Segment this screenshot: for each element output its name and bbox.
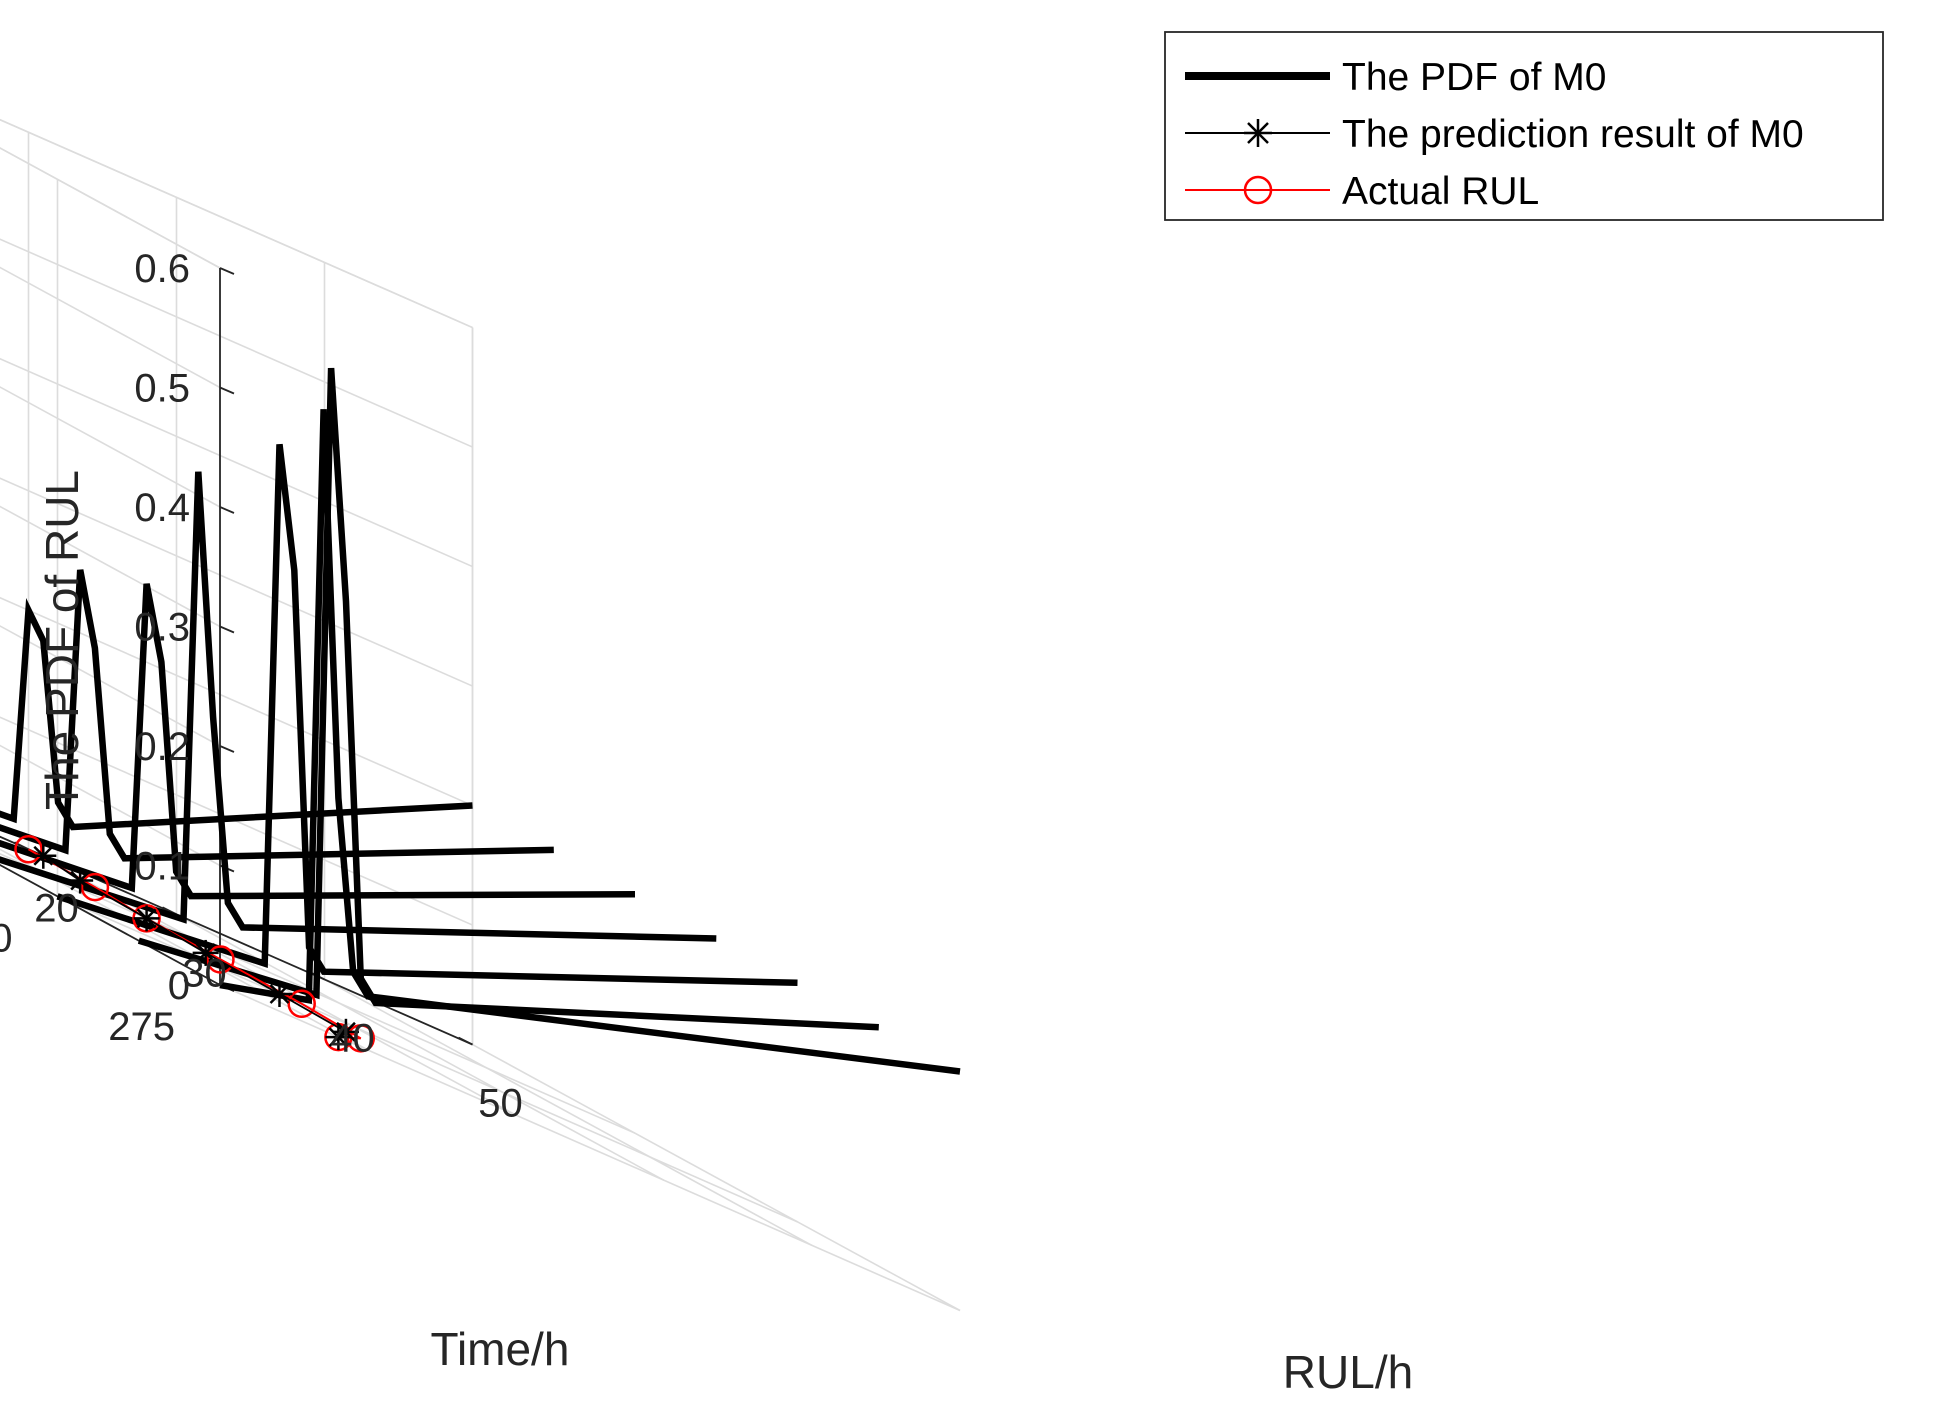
floor-gridline bbox=[324, 978, 813, 1247]
actual-rul-line bbox=[28, 848, 362, 1040]
z-tick-label: 0.1 bbox=[134, 845, 190, 889]
x-tick-label: 30 bbox=[182, 951, 227, 995]
z-tick-label: 0.4 bbox=[134, 486, 190, 530]
z-tick-mark bbox=[219, 506, 235, 514]
box-edge bbox=[0, 118, 473, 329]
y-tick-label: 270 bbox=[0, 916, 13, 960]
floor-gridline bbox=[0, 853, 636, 1134]
pdf-curve-line bbox=[0, 471, 717, 942]
x-axis-line bbox=[0, 835, 473, 1046]
tick-layer: 00.10.20.30.40.50.6260265270275010203040… bbox=[0, 247, 523, 1126]
box-edge bbox=[0, 147, 221, 269]
z-tick-label: 0.6 bbox=[134, 247, 190, 291]
actual-rul-point bbox=[14, 835, 43, 864]
pdf-curve-line bbox=[0, 583, 636, 900]
legend-label-actual: Actual RUL bbox=[1342, 170, 1539, 213]
floor-gridline bbox=[219, 984, 961, 1312]
y-axis-label: Time/h bbox=[431, 1323, 570, 1375]
prediction-point bbox=[332, 1018, 359, 1045]
actual-rul-point bbox=[80, 872, 110, 902]
legend-label-prediction: The prediction result of M0 bbox=[1342, 113, 1804, 156]
actual-rul-point bbox=[287, 989, 316, 1019]
z-tick-mark bbox=[219, 625, 235, 634]
actual-rul-point bbox=[206, 945, 235, 974]
x-tick-mark bbox=[458, 1036, 473, 1046]
pdf-curve-line bbox=[0, 597, 473, 831]
legend-asterisk-marker bbox=[1244, 119, 1272, 147]
legend-box bbox=[1164, 31, 1884, 221]
prediction-point bbox=[266, 981, 293, 1007]
side-wall-gridline bbox=[0, 266, 221, 389]
marker-layer bbox=[14, 835, 375, 1053]
series-layer bbox=[0, 367, 961, 1075]
axis-layer bbox=[0, 267, 473, 1046]
legend-label-pdf: The PDF of M0 bbox=[1342, 56, 1606, 99]
floor-gridline bbox=[472, 1043, 961, 1312]
z-tick-label: 0 bbox=[168, 964, 190, 1008]
z-tick-label: 0.2 bbox=[134, 725, 190, 769]
z-axis-label: The PDF of RUL bbox=[36, 470, 88, 810]
legend-circle-marker bbox=[1243, 175, 1273, 205]
x-tick-label: 50 bbox=[478, 1082, 523, 1126]
z-tick-mark bbox=[219, 267, 235, 275]
legend: The PDF of M0 The prediction result of M… bbox=[1164, 31, 1884, 221]
z-tick-label: 0.3 bbox=[134, 606, 190, 650]
back-wall-gridline bbox=[0, 357, 473, 568]
pdf-curve-line bbox=[137, 367, 879, 1031]
pdf-curve-line bbox=[0, 569, 554, 862]
x-tick-label: 40 bbox=[330, 1016, 375, 1060]
prediction-point bbox=[192, 939, 219, 966]
side-wall-gridline bbox=[0, 505, 221, 628]
x-axis-label: RUL/h bbox=[1283, 1346, 1413, 1398]
pdf-curve-line bbox=[56, 443, 798, 987]
y-tick-label: 275 bbox=[108, 1005, 175, 1049]
prediction-point bbox=[30, 842, 57, 869]
y-axis-line bbox=[0, 863, 221, 986]
x-tick-label: 20 bbox=[34, 886, 79, 930]
back-wall-gridline bbox=[0, 238, 473, 448]
floor-gridline bbox=[57, 895, 798, 1223]
prediction-point bbox=[133, 905, 160, 932]
z-tick-mark bbox=[219, 386, 235, 395]
z-tick-mark bbox=[219, 745, 235, 753]
floor-gridline bbox=[176, 913, 665, 1182]
z-tick-label: 0.5 bbox=[134, 367, 190, 411]
side-wall-gridline bbox=[0, 386, 221, 508]
prediction-point bbox=[67, 867, 94, 894]
back-wall-gridline bbox=[0, 118, 473, 329]
